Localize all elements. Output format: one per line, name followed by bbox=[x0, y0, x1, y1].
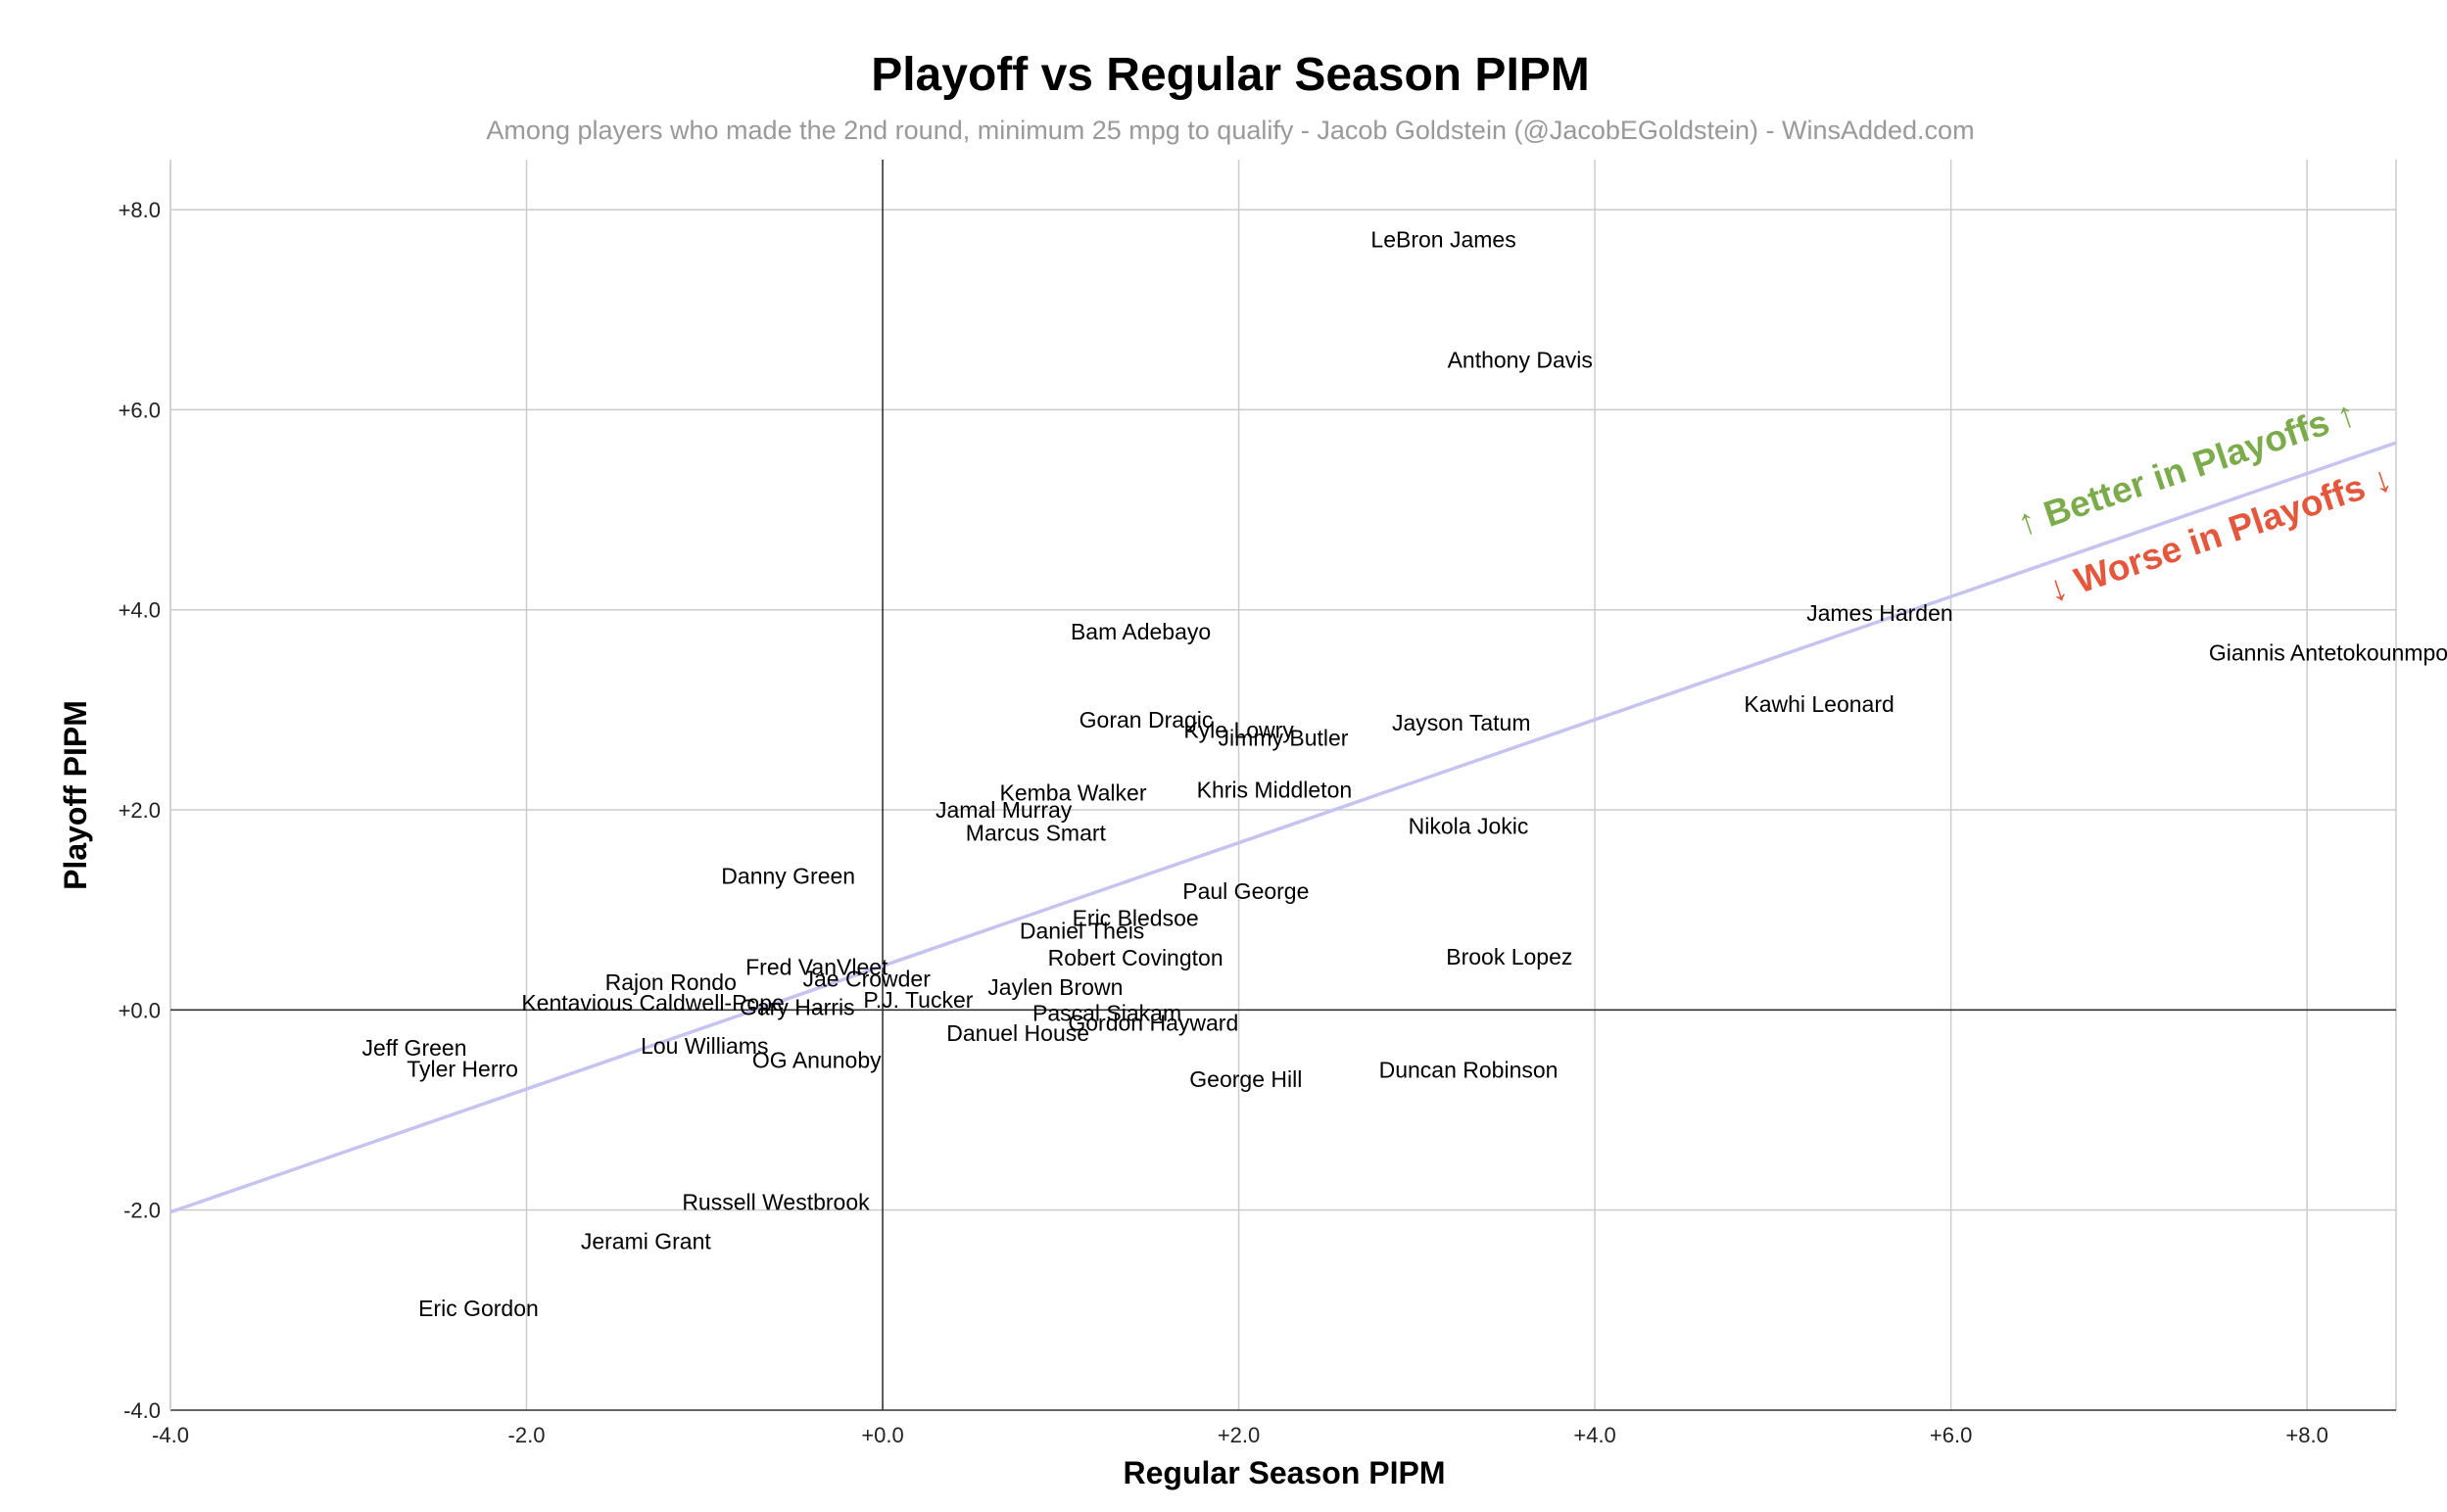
chart-subtitle: Among players who made the 2nd round, mi… bbox=[486, 116, 1974, 145]
player-point-label: Khris Middleton bbox=[1197, 778, 1353, 803]
player-point-label: James Harden bbox=[1806, 600, 1953, 626]
gridlines bbox=[169, 160, 2397, 1411]
player-point-label: Marcus Smart bbox=[966, 821, 1107, 846]
player-point-label: Giannis Antetokounmpo bbox=[2209, 640, 2447, 666]
trendline-group bbox=[169, 441, 2397, 1214]
player-point-label: Paul George bbox=[1182, 878, 1309, 904]
player-point-label: Anthony Davis bbox=[1448, 347, 1593, 372]
player-point-label: Kawhi Leonard bbox=[1744, 691, 1894, 717]
player-point-label: Pascal Siakam bbox=[1032, 1000, 1181, 1025]
x-tick-label: +4.0 bbox=[1573, 1423, 1615, 1447]
player-point-label: Jae Crowder bbox=[802, 967, 931, 992]
y-tick-label: +4.0 bbox=[119, 598, 161, 623]
player-point-label: Brook Lopez bbox=[1446, 944, 1572, 969]
x-tick-label: +6.0 bbox=[1930, 1423, 1972, 1447]
x-axis-title: Regular Season PIPM bbox=[1124, 1455, 1446, 1490]
player-labels: LeBron James Anthony Davis James Harden Gia… bbox=[362, 227, 2447, 1321]
y-tick-label: -2.0 bbox=[123, 1199, 161, 1223]
player-point-label: Jimmy Butler bbox=[1219, 725, 1349, 750]
trendline bbox=[169, 441, 2397, 1214]
player-point-label: Jerami Grant bbox=[581, 1228, 712, 1253]
player-point-label: Kemba Walker bbox=[1000, 780, 1147, 806]
y-tick-label: +6.0 bbox=[119, 398, 161, 422]
player-point-label: Fred VanVleet bbox=[745, 954, 888, 979]
player-point-label: Nikola Jokic bbox=[1409, 813, 1529, 838]
player-point-label: Eric Bledsoe bbox=[1073, 905, 1199, 930]
y-tick-label: +8.0 bbox=[119, 198, 161, 222]
player-point-label: Jamal Murray bbox=[936, 797, 1073, 823]
x-tick-label: +8.0 bbox=[2285, 1423, 2327, 1447]
player-point-label: Robert Covington bbox=[1048, 945, 1224, 970]
y-tick-label: +0.0 bbox=[119, 998, 161, 1022]
player-point-label: Gary Harris bbox=[740, 994, 855, 1019]
player-point-label: Jeff Green bbox=[362, 1035, 467, 1061]
y-axis-title: Playoff PIPM bbox=[58, 700, 93, 890]
axis-ticks: -4.0 -2.0 +0.0 +2.0 +4.0 +6.0 +8.0 -4.0 -2.0 +0.0… bbox=[119, 198, 2328, 1447]
player-point-label: Gordon Hayward bbox=[1068, 1011, 1238, 1036]
player-point-label: Goran Dragic bbox=[1080, 707, 1214, 732]
player-point-label: OG Anunoby bbox=[752, 1047, 882, 1072]
y-tick-label: +2.0 bbox=[119, 798, 161, 823]
player-point-label: George Hill bbox=[1189, 1066, 1302, 1092]
player-point-label: LeBron James bbox=[1370, 227, 1515, 253]
x-tick-label: -4.0 bbox=[152, 1423, 189, 1447]
x-tick-label: +0.0 bbox=[861, 1423, 903, 1447]
x-tick-label: -2.0 bbox=[508, 1423, 546, 1447]
player-point-label: Duncan Robinson bbox=[1379, 1058, 1559, 1083]
player-point-label: Jayson Tatum bbox=[1392, 710, 1530, 735]
player-point-label: Kentavious Caldwell-Pope bbox=[521, 990, 785, 1016]
player-point-label: Rajon Rondo bbox=[605, 969, 737, 995]
player-point-label: Kyle Lowry bbox=[1183, 717, 1294, 742]
player-point-label: Russell Westbrook bbox=[682, 1190, 870, 1215]
player-point-label: Daniel Theis bbox=[1020, 919, 1144, 944]
player-point-label: Tyler Herro bbox=[407, 1057, 518, 1082]
player-point-label: P.J. Tucker bbox=[863, 987, 973, 1013]
x-tick-label: +2.0 bbox=[1218, 1423, 1260, 1447]
chart-title: Playoff vs Regular Season PIPM bbox=[871, 49, 1590, 101]
player-point-label: Jaylen Brown bbox=[987, 974, 1123, 1000]
player-point-label: Danny Green bbox=[721, 863, 855, 888]
player-point-label: Lou Williams bbox=[641, 1033, 768, 1059]
player-point-label: Eric Gordon bbox=[418, 1296, 539, 1321]
player-point-label: Bam Adebayo bbox=[1071, 619, 1211, 644]
player-point-label: Danuel House bbox=[946, 1020, 1089, 1046]
y-tick-label: -4.0 bbox=[123, 1398, 161, 1423]
